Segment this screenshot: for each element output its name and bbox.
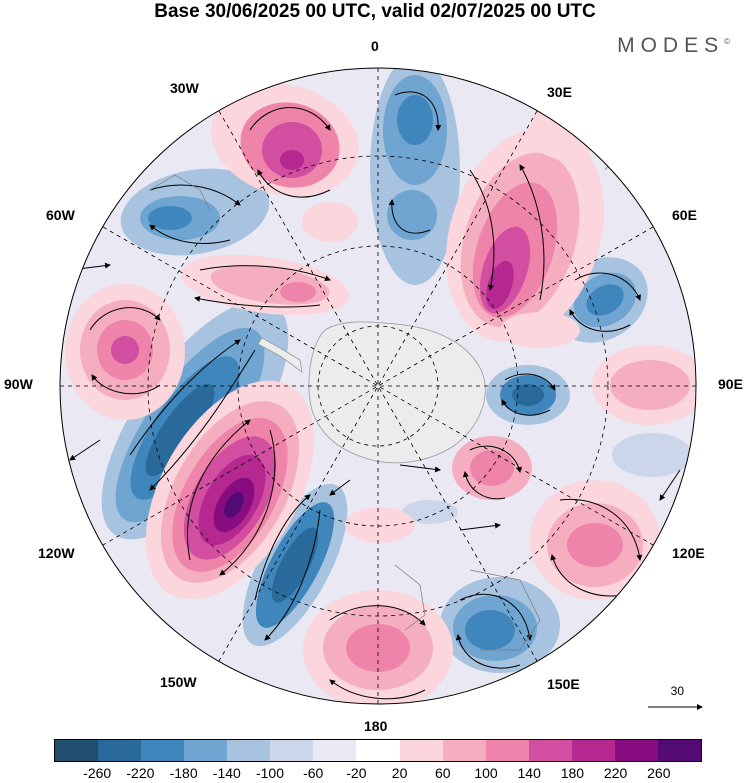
colorbar-tick-label: -140	[212, 765, 241, 781]
colorbar	[54, 739, 702, 762]
colorbar-tick-label: -100	[255, 765, 285, 781]
colorbar-tick-label: -220	[126, 765, 155, 781]
colorbar-segment	[356, 740, 400, 761]
graticule	[60, 68, 696, 704]
lon-label-30w: 30W	[170, 80, 199, 96]
lon-label-90e: 90E	[718, 376, 743, 392]
lon-label-150e: 150E	[547, 676, 580, 692]
positive-anomaly-30W	[211, 83, 359, 197]
map-title: Base 30/06/2025 00 UTC, valid 02/07/2025…	[154, 1, 596, 22]
colorbar-segment	[184, 740, 228, 761]
colorbar-segment	[528, 740, 572, 761]
brand-logo: MODES©	[617, 34, 730, 57]
reference-vector-label: 30	[670, 684, 684, 698]
colorbar-tick-label: 140	[517, 765, 541, 781]
colorbar-segment	[442, 740, 486, 761]
lon-label-180: 180	[364, 718, 388, 734]
colorbar-segment	[571, 740, 615, 761]
positive-anomaly-90E-east	[592, 345, 696, 425]
negative-anomaly-150E	[440, 577, 560, 673]
lon-label-30e: 30E	[547, 84, 572, 100]
colorbar-segment	[313, 740, 357, 761]
colorbar-tick-label: 220	[603, 765, 628, 781]
colorbar-tick-label: 20	[391, 765, 408, 781]
colorbar-tick-label: -180	[169, 765, 198, 781]
colorbar-segment	[227, 740, 271, 761]
positive-anomaly-40E	[445, 127, 605, 343]
negative-anomaly-50W	[120, 168, 270, 256]
lon-label-150w: 150W	[160, 674, 197, 690]
colorbar-segment	[399, 740, 443, 761]
colorbar-segment	[657, 740, 701, 761]
map-frame	[59, 67, 697, 705]
colorbar-segment	[485, 740, 529, 761]
positive-anomaly-110E	[452, 436, 532, 500]
height-anomaly-field	[65, 68, 696, 704]
colorbar-tick-label: -60	[303, 765, 324, 781]
lon-label-120w: 120W	[38, 545, 75, 561]
lon-label-60w: 60W	[46, 207, 75, 223]
colorbar-tick-label: 60	[435, 765, 451, 781]
positive-anomaly-60W-ridge	[180, 254, 350, 316]
colorbar-tick-label: 100	[474, 765, 498, 781]
positive-anomaly-80W	[65, 284, 185, 420]
lon-label-0: 0	[371, 38, 379, 54]
colorbar-tick-label: -20	[346, 765, 367, 781]
negative-anomaly-110E	[402, 433, 692, 524]
lon-label-90w: 90W	[4, 376, 33, 392]
negative-anomaly-100W	[101, 300, 289, 540]
positive-anomaly-120E	[530, 480, 660, 600]
colorbar-tick-label: 180	[560, 765, 585, 781]
colorbar-segment	[141, 740, 185, 761]
lon-label-60e: 60E	[672, 207, 697, 223]
colorbar-segment	[55, 740, 99, 761]
negative-anomaly-140W	[242, 483, 348, 647]
colorbar-segment	[98, 740, 142, 761]
positive-anomaly-180	[303, 590, 453, 704]
colorbar-tick-label: -260	[83, 765, 112, 781]
colorbar-tick-label: 260	[647, 765, 671, 781]
colorbar-segment	[270, 740, 314, 761]
lon-label-120e: 120E	[672, 545, 705, 561]
colorbar-segment	[614, 740, 658, 761]
